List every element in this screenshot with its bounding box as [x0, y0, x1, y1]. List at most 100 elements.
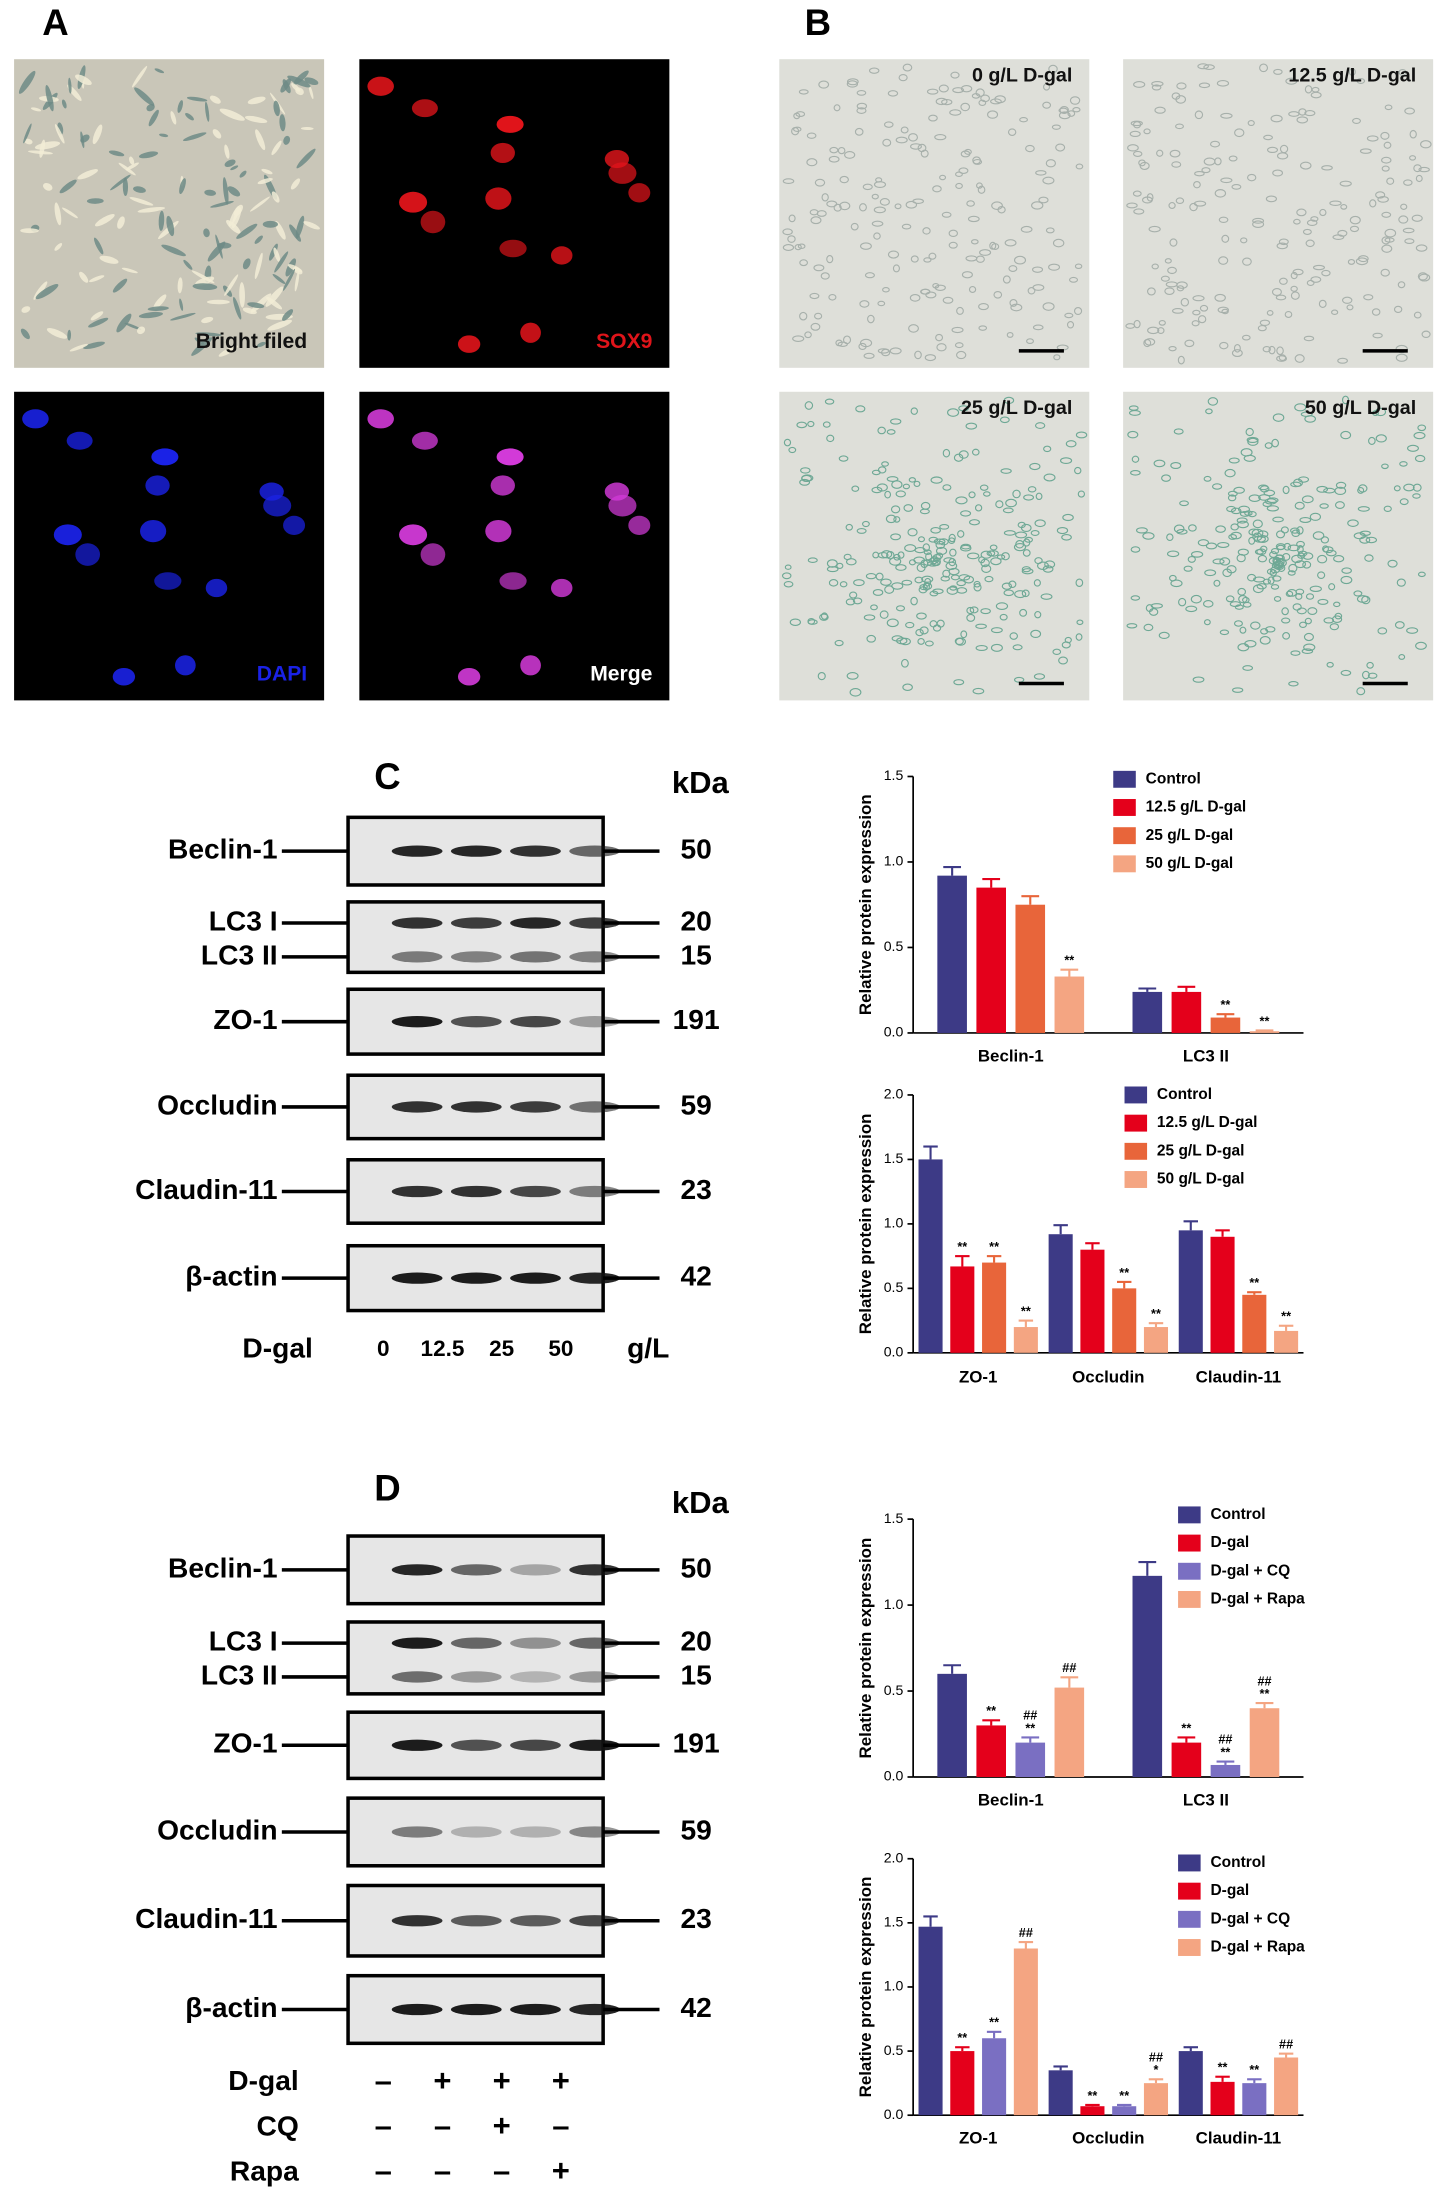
- cell: [1009, 299, 1018, 307]
- cell: [910, 143, 922, 150]
- blot-band: [450, 1016, 502, 1028]
- cell: [1318, 299, 1327, 308]
- bar: [950, 2051, 975, 2116]
- blot-band: [510, 1185, 561, 1198]
- error-bar: [943, 866, 962, 876]
- cell: [1203, 157, 1216, 166]
- cell: [932, 282, 940, 289]
- cell: [1264, 498, 1278, 505]
- cell: [1302, 560, 1312, 569]
- cell: [92, 124, 103, 145]
- cell: [1197, 539, 1210, 547]
- cell: [1166, 550, 1180, 558]
- cell: [794, 243, 802, 251]
- protein-name: Claudin-11: [135, 1173, 277, 1205]
- error-bar: [1085, 2103, 1100, 2107]
- nucleus: [457, 667, 481, 686]
- cell: [1334, 486, 1347, 496]
- cell: [1273, 595, 1282, 602]
- cell: [956, 306, 964, 315]
- cell: [1125, 323, 1136, 329]
- cell: [975, 644, 988, 652]
- cell: [1301, 648, 1314, 655]
- cell: [1414, 454, 1426, 463]
- cell: [1074, 263, 1083, 270]
- cell: [1285, 590, 1294, 597]
- cell: [783, 438, 792, 447]
- error-bar: [1255, 1029, 1274, 1032]
- cell: [1281, 617, 1291, 624]
- cell: [24, 138, 33, 145]
- cell: [782, 244, 795, 251]
- cell: [121, 267, 138, 274]
- treatment-name: D-gal: [242, 1331, 312, 1363]
- cell: [1075, 163, 1084, 170]
- cell: [1230, 531, 1242, 540]
- cell: [1302, 552, 1314, 560]
- protein-name: β-actin: [185, 1260, 277, 1292]
- cell: [1355, 257, 1369, 266]
- cell: [1341, 296, 1353, 304]
- cell: [1062, 513, 1074, 522]
- cell: [1418, 166, 1430, 173]
- cell: [887, 90, 899, 97]
- cell: [850, 222, 859, 231]
- cell: [1404, 107, 1415, 115]
- cell: [919, 584, 928, 591]
- cell: [828, 293, 837, 301]
- cell: [267, 319, 293, 331]
- cell: [1069, 96, 1081, 105]
- size-header: kDa: [672, 765, 730, 800]
- cell: [138, 311, 163, 319]
- cell: [1006, 331, 1014, 338]
- cell: [1361, 670, 1370, 680]
- cell: [1187, 555, 1196, 563]
- cell: [1398, 654, 1406, 660]
- cell: [1331, 615, 1343, 624]
- cell: [30, 107, 42, 112]
- cell: [1185, 605, 1198, 613]
- bar: [1080, 2106, 1105, 2116]
- cell: [1128, 409, 1141, 416]
- cell: [855, 405, 866, 413]
- bar: [1171, 991, 1202, 1033]
- cell: [1366, 135, 1379, 142]
- cell: [1272, 413, 1285, 422]
- cell: [1194, 110, 1204, 120]
- cell: [905, 200, 918, 209]
- blot-band: [391, 1915, 443, 1927]
- cell: [80, 131, 85, 149]
- cell: [1287, 544, 1300, 552]
- cell: [271, 140, 282, 156]
- cell: [854, 127, 864, 136]
- blot-band: [450, 1564, 502, 1576]
- legend-swatch: [1178, 1534, 1201, 1552]
- cell: [958, 167, 969, 175]
- error-bar: [1018, 1941, 1034, 1949]
- cell: [1234, 128, 1245, 138]
- cell: [919, 508, 930, 515]
- cell: [1012, 644, 1023, 651]
- cell: [871, 469, 881, 476]
- cell: [828, 579, 839, 587]
- cell: [837, 341, 848, 347]
- cell: [1161, 474, 1172, 482]
- cell: [1229, 601, 1242, 608]
- nucleus: [485, 519, 512, 543]
- bar: [1015, 1742, 1046, 1777]
- cell: [1303, 632, 1314, 642]
- protein-size: 15: [680, 1658, 711, 1690]
- cell: [922, 227, 931, 235]
- cell: [236, 223, 258, 239]
- error-bar: [1116, 2103, 1132, 2107]
- cell: [980, 94, 990, 103]
- cell: [1417, 272, 1428, 281]
- cell: [1299, 621, 1307, 628]
- cell: [1377, 196, 1389, 203]
- cell: [1043, 445, 1052, 453]
- blot-band: [510, 1915, 561, 1927]
- blot-band: [391, 1826, 443, 1838]
- blot-band: [569, 1101, 621, 1113]
- x-tick-label: ZO-1: [959, 1368, 998, 1387]
